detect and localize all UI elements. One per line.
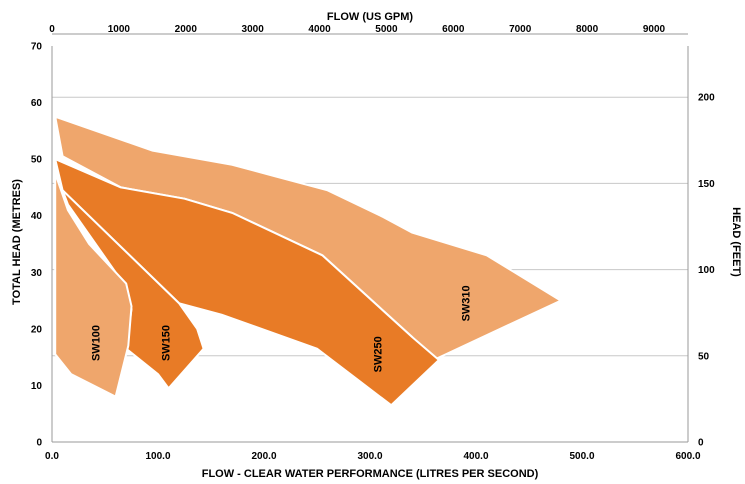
x2-axis-title: FLOW (US GPM) bbox=[327, 11, 413, 23]
y-tick-label: 40 bbox=[31, 211, 43, 222]
label-sw250: SW250 bbox=[373, 336, 385, 372]
area-sw150 bbox=[61, 189, 205, 390]
x-tick-label: 400.0 bbox=[463, 451, 488, 462]
area-sw100 bbox=[54, 172, 133, 398]
x-axis-title: FLOW - CLEAR WATER PERFORMANCE (LITRES P… bbox=[202, 468, 539, 480]
x2-tick-label: 4000 bbox=[308, 24, 331, 35]
x2-tick-label: 7000 bbox=[509, 24, 532, 35]
y-tick-label: 30 bbox=[31, 268, 43, 279]
y2-tick-label: 0 bbox=[698, 438, 704, 449]
y2-tick-label: 150 bbox=[698, 179, 715, 190]
label-sw150: SW150 bbox=[161, 325, 173, 361]
y2-tick-label: 100 bbox=[698, 265, 715, 276]
y-tick-label: 10 bbox=[31, 381, 43, 392]
y2-tick-label: 50 bbox=[698, 351, 710, 362]
x2-tick-label: 8000 bbox=[576, 24, 599, 35]
y-tick-label: 50 bbox=[31, 155, 43, 166]
x-tick-label: 200.0 bbox=[251, 451, 276, 462]
x2-tick-label: 9000 bbox=[643, 24, 666, 35]
x2-tick-label: 1000 bbox=[108, 24, 131, 35]
axes bbox=[51, 33, 689, 443]
y-tick-label: 20 bbox=[31, 324, 43, 335]
x-tick-label: 0.0 bbox=[45, 451, 59, 462]
label-sw100: SW100 bbox=[91, 325, 103, 361]
x-tick-label: 500.0 bbox=[569, 451, 594, 462]
x2-tick-label: 2000 bbox=[175, 24, 198, 35]
x2-tick-label: 0 bbox=[49, 24, 55, 35]
tick-labels: 0.0 100.0 200.0 300.0 400.0 500.0 600.00 1000 20… bbox=[31, 24, 715, 462]
x-tick-label: 100.0 bbox=[145, 451, 170, 462]
y-tick-label: 70 bbox=[31, 42, 43, 53]
y-tick-label: 60 bbox=[31, 98, 43, 109]
y-axis-title: TOTAL HEAD (METRES) bbox=[11, 179, 23, 305]
x2-tick-label: 5000 bbox=[375, 24, 398, 35]
x2-tick-label: 6000 bbox=[442, 24, 465, 35]
performance-areas bbox=[54, 115, 562, 407]
label-sw310: SW310 bbox=[461, 285, 473, 321]
x-tick-label: 600.0 bbox=[675, 451, 700, 462]
y-tick-label: 0 bbox=[36, 438, 42, 449]
x-tick-label: 300.0 bbox=[357, 451, 382, 462]
y2-tick-label: 200 bbox=[698, 93, 715, 104]
region-labels: SW100 SW150 SW250 SW310 bbox=[91, 285, 473, 372]
x2-tick-label: 3000 bbox=[242, 24, 265, 35]
y2-axis-title: HEAD (FEET) bbox=[730, 207, 742, 277]
